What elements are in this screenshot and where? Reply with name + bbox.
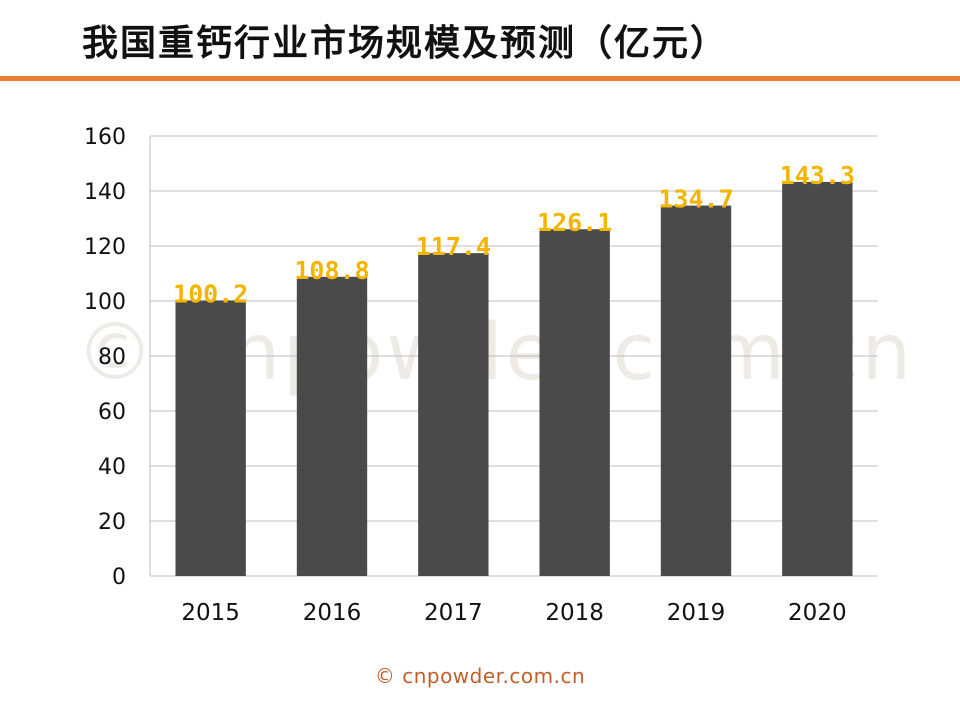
x-tick-label-2018: 2018 xyxy=(545,600,604,626)
y-tick-label-40: 40 xyxy=(98,455,126,480)
data-label-2015: 100.2 xyxy=(173,279,248,308)
bar-2020 xyxy=(782,181,853,577)
y-tick-label-80: 80 xyxy=(98,345,126,370)
data-label-2018: 126.1 xyxy=(537,208,612,237)
y-tick-label-100: 100 xyxy=(84,290,126,315)
x-tick-label-2017: 2017 xyxy=(424,600,483,626)
page-title: 我国重钙行业市场规模及预测（亿元） xyxy=(82,23,729,64)
bar-2016 xyxy=(296,276,368,576)
y-tick-label-120: 120 xyxy=(84,235,126,260)
x-tick-label-2016: 2016 xyxy=(303,600,362,626)
data-label-2019: 134.7 xyxy=(658,185,733,214)
x-tick-label-2020: 2020 xyxy=(788,600,847,626)
y-tick-label-20: 20 xyxy=(98,510,126,535)
bar-2019 xyxy=(660,205,732,576)
x-tick-label-2019: 2019 xyxy=(667,600,726,626)
data-label-2017: 117.4 xyxy=(416,232,491,261)
bar-2018 xyxy=(539,229,610,576)
data-label-2016: 108.8 xyxy=(294,256,369,285)
data-label-2020: 143.3 xyxy=(780,161,855,190)
bar-2015 xyxy=(175,300,246,576)
footer-credit: © cnpowder.com.cn xyxy=(374,664,586,688)
y-tick-label-160: 160 xyxy=(84,125,126,150)
title-divider xyxy=(0,76,960,81)
y-tick-label-0: 0 xyxy=(112,565,126,590)
bar-2017 xyxy=(418,253,489,576)
x-tick-label-2015: 2015 xyxy=(181,600,240,626)
y-tick-label-60: 60 xyxy=(98,400,126,425)
y-tick-label-140: 140 xyxy=(84,180,126,205)
